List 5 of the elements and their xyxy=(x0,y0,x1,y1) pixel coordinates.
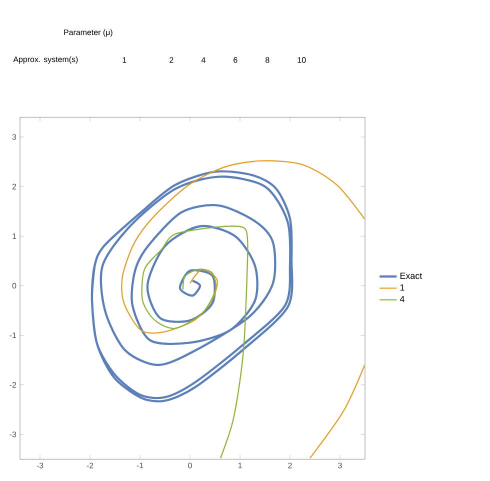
legend-label: 1 xyxy=(400,284,404,291)
line-series xyxy=(90,170,294,402)
line-series xyxy=(141,226,248,459)
legend-label: 4 xyxy=(400,296,404,302)
legend-label: Exact xyxy=(400,272,422,279)
